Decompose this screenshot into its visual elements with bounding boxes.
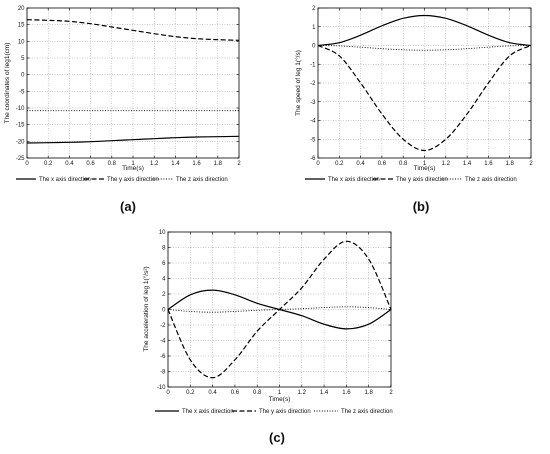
panel-label: (a) bbox=[120, 199, 136, 214]
series-line-2 bbox=[317, 44, 532, 152]
x-tick-label: 0.8 bbox=[399, 161, 408, 167]
y-tick-label: -4 bbox=[310, 119, 316, 125]
x-tick-label: 1.6 bbox=[342, 390, 351, 396]
legend-label-1: The x axis direction bbox=[39, 177, 91, 183]
y-tick-label: -6 bbox=[160, 354, 166, 360]
legend-label-1: The x axis direction bbox=[328, 177, 380, 183]
chart-1: 0 0.2 0.4 0.6 0.8 1 1.2 1.4 1.6 1.8 2 -25 -20 -15 -10 -… bbox=[4, 6, 241, 214]
x-tick-label: 1 bbox=[278, 390, 282, 396]
x-tick-label: 0.6 bbox=[86, 161, 95, 167]
y-tick-label: -4 bbox=[160, 339, 166, 345]
y-tick-label: -8 bbox=[160, 370, 166, 376]
x-tick-label: 0.2 bbox=[186, 390, 195, 396]
y-tick-label: 20 bbox=[18, 6, 25, 12]
y-tick-label: -20 bbox=[16, 139, 25, 145]
x-tick-label: 1.4 bbox=[463, 161, 472, 167]
legend-label-3: The z axis direction bbox=[465, 177, 517, 183]
legend-label-3: The z axis direction bbox=[341, 409, 393, 415]
x-axis-label: Time(s) bbox=[122, 165, 144, 172]
series-line-2 bbox=[167, 240, 392, 379]
x-tick-label: 1.6 bbox=[484, 161, 493, 167]
x-tick-label: 0.8 bbox=[108, 161, 117, 167]
legend-label-1: The x axis direction bbox=[182, 409, 234, 415]
x-tick-label: 1.2 bbox=[150, 161, 159, 167]
x-tick-label: 1.8 bbox=[506, 161, 515, 167]
y-tick-label: 0 bbox=[21, 73, 25, 79]
x-tick-label: 0.4 bbox=[208, 390, 217, 396]
panel-label: (b) bbox=[413, 199, 430, 214]
x-tick-label: 0.4 bbox=[65, 161, 74, 167]
x-tick-label: 0.6 bbox=[231, 390, 240, 396]
series-line-1 bbox=[317, 14, 532, 47]
y-tick-label: 2 bbox=[312, 6, 316, 12]
series-line-3 bbox=[317, 45, 532, 51]
x-tick-label: 1.2 bbox=[442, 161, 451, 167]
legend-label-3: The z axis direction bbox=[176, 177, 228, 183]
y-tick-label: -1 bbox=[310, 62, 316, 68]
y-tick-label: -5 bbox=[19, 89, 25, 95]
x-tick-label: 0 bbox=[166, 390, 170, 396]
y-tick-label: 8 bbox=[162, 246, 166, 252]
y-tick-label: -2 bbox=[310, 81, 316, 87]
y-tick-label: 5 bbox=[21, 56, 25, 62]
y-axis-label: The acceleration of leg 1(°/s²) bbox=[142, 266, 150, 351]
y-tick-label: -3 bbox=[310, 100, 316, 106]
series-line-3 bbox=[167, 306, 392, 313]
legend-label-2: The y axis direction bbox=[107, 177, 159, 183]
panel-label: (c) bbox=[269, 430, 285, 445]
legend-label-2: The y axis direction bbox=[259, 409, 311, 415]
chart-2: 0 0.2 0.4 0.6 0.8 1 1.2 1.4 1.6 1.8 2 -6 -5 -4 -3 -2 -1 0… bbox=[294, 6, 533, 214]
x-tick-label: 1.8 bbox=[214, 161, 223, 167]
y-tick-label: -10 bbox=[16, 106, 25, 112]
x-tick-label: 1 bbox=[131, 161, 135, 167]
x-tick-label: 0 bbox=[25, 161, 29, 167]
x-tick-label: 0.8 bbox=[253, 390, 262, 396]
x-tick-label: 2 bbox=[529, 161, 533, 167]
x-tick-label: 1 bbox=[423, 161, 427, 167]
y-axis-label: The coordinates of leg1(cm) bbox=[4, 43, 11, 124]
series-line-1 bbox=[26, 135, 240, 144]
x-tick-label: 0.6 bbox=[378, 161, 387, 167]
y-tick-label: -15 bbox=[16, 123, 25, 129]
y-tick-label: -5 bbox=[310, 137, 316, 143]
y-tick-label: 2 bbox=[162, 292, 166, 298]
y-tick-label: 1 bbox=[312, 25, 316, 31]
x-tick-label: 1.2 bbox=[298, 390, 307, 396]
y-tick-label: -25 bbox=[16, 156, 25, 162]
legend-label-2: The y axis direction bbox=[396, 177, 448, 183]
series-line-2 bbox=[26, 19, 240, 41]
x-tick-label: 1.4 bbox=[171, 161, 180, 167]
x-tick-label: 0 bbox=[316, 161, 320, 167]
x-axis-label: Time(s) bbox=[269, 396, 291, 403]
y-tick-label: 6 bbox=[162, 261, 166, 267]
y-tick-label: 0 bbox=[312, 44, 316, 50]
x-tick-label: 0.2 bbox=[44, 161, 53, 167]
y-tick-label: -10 bbox=[157, 385, 166, 391]
y-tick-label: 4 bbox=[162, 277, 166, 283]
y-tick-label: -2 bbox=[160, 323, 166, 329]
x-tick-label: 0.2 bbox=[335, 161, 344, 167]
y-tick-label: 0 bbox=[162, 308, 166, 314]
x-tick-label: 1.4 bbox=[320, 390, 329, 396]
x-tick-label: 1.8 bbox=[365, 390, 374, 396]
y-tick-label: 10 bbox=[159, 230, 166, 236]
y-tick-label: 10 bbox=[18, 39, 25, 45]
x-tick-label: 0.4 bbox=[356, 161, 365, 167]
y-axis-label: The speed of leg 1(°/s) bbox=[294, 50, 302, 116]
chart-3: 0 0.2 0.4 0.6 0.8 1 1.2 1.4 1.6 1.8 2 -10 -8 -6 -4 -2 0 2… bbox=[142, 230, 393, 445]
x-tick-label: 2 bbox=[237, 161, 241, 167]
y-tick-label: -6 bbox=[310, 156, 316, 162]
x-tick-label: 2 bbox=[389, 390, 393, 396]
x-axis-label: Time(s) bbox=[414, 165, 436, 172]
y-tick-label: 15 bbox=[18, 23, 25, 29]
x-tick-label: 1.6 bbox=[192, 161, 201, 167]
